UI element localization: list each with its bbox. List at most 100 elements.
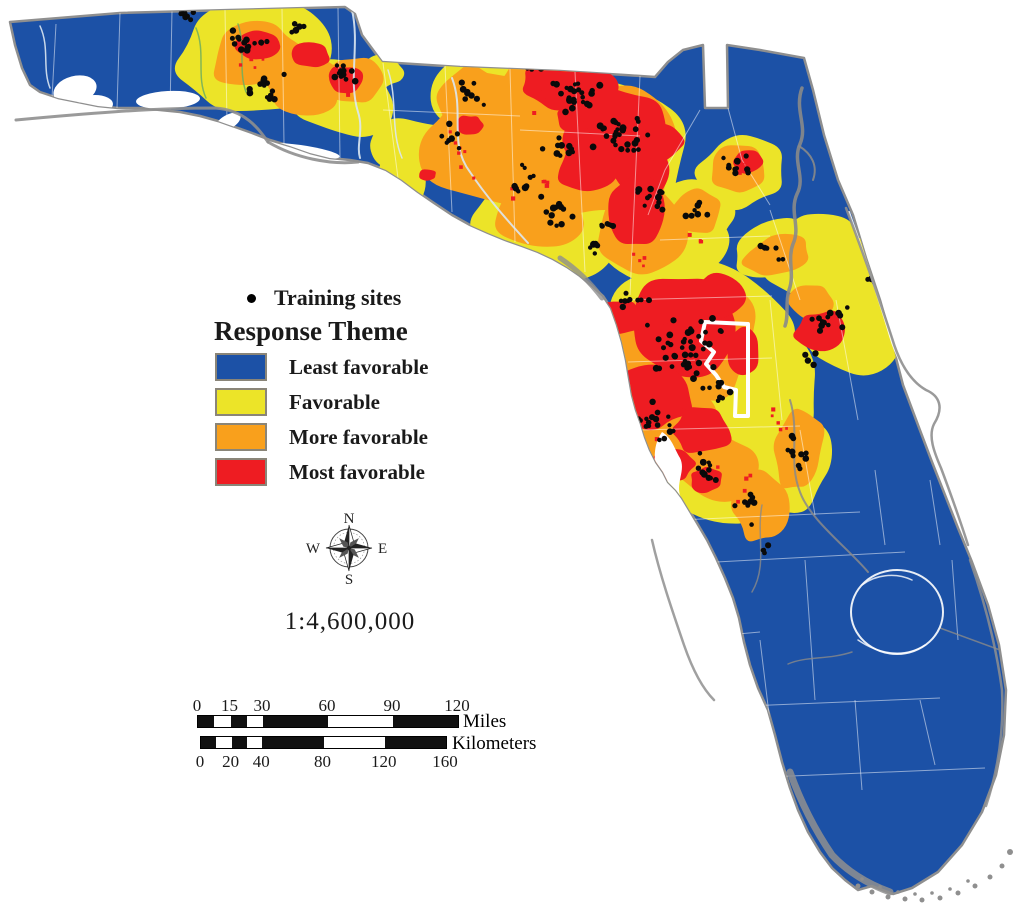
training-site-dot bbox=[348, 68, 355, 74]
scale-tick-label: 60 bbox=[318, 696, 336, 715]
most-favorable-patch bbox=[742, 488, 747, 493]
most-favorable-region bbox=[457, 115, 484, 135]
training-site-dot bbox=[820, 319, 827, 326]
more-favorable-region bbox=[730, 469, 790, 542]
training-site-dot bbox=[698, 318, 704, 325]
training-site-dot bbox=[433, 21, 440, 29]
lake-okeechobee-outline bbox=[850, 569, 944, 655]
training-site-dot bbox=[710, 364, 717, 371]
training-site-dot bbox=[521, 58, 529, 66]
training-site-dot bbox=[334, 63, 340, 68]
training-site-dot bbox=[458, 79, 465, 86]
most-favorable-patch bbox=[457, 151, 461, 155]
training-site-dot bbox=[558, 203, 564, 210]
legend-item-more-favorable: More favorable bbox=[215, 422, 428, 452]
training-site-dot bbox=[721, 155, 726, 161]
training-site-dot bbox=[558, 90, 564, 97]
river-line bbox=[789, 399, 869, 573]
training-site-dot bbox=[671, 428, 676, 434]
most-favorable-patch bbox=[596, 93, 600, 97]
coastal-barrier-line bbox=[968, 558, 1004, 808]
training-site-dot bbox=[654, 203, 661, 210]
training-site-dot bbox=[555, 142, 561, 149]
most-favorable-patch bbox=[251, 38, 255, 42]
training-site-dot bbox=[588, 245, 593, 250]
county-boundary-line bbox=[759, 639, 771, 723]
most-favorable-patch bbox=[261, 58, 265, 61]
training-site-dot bbox=[558, 221, 565, 228]
training-site-dot bbox=[635, 297, 641, 303]
county-boundary-line bbox=[769, 209, 801, 301]
training-site-dot bbox=[188, 17, 194, 23]
more-favorable-swatch bbox=[215, 423, 267, 451]
most-favorable-region bbox=[594, 301, 643, 335]
most-favorable-patch bbox=[638, 412, 643, 417]
most-favorable-patch bbox=[463, 150, 467, 154]
training-site-dot bbox=[688, 344, 696, 352]
compass-point bbox=[349, 543, 372, 548]
training-site-dot bbox=[804, 357, 812, 364]
most-favorable-patch bbox=[581, 126, 586, 131]
training-site-dot bbox=[746, 499, 752, 505]
training-site-dot bbox=[556, 135, 562, 141]
training-site-dot bbox=[636, 147, 641, 153]
training-site-dot bbox=[809, 316, 815, 322]
training-site-dot bbox=[538, 65, 545, 72]
training-site-dot bbox=[666, 414, 671, 419]
legend-item-favorable: Favorable bbox=[215, 387, 380, 417]
highlighted-area-outline bbox=[699, 320, 750, 418]
island-speckle bbox=[972, 883, 978, 889]
training-site-dot bbox=[715, 383, 722, 390]
training-site-dot bbox=[178, 11, 184, 17]
least-favorable-swatch bbox=[215, 353, 267, 381]
most-favorable-patch bbox=[681, 417, 685, 421]
county-boundary-line bbox=[116, 12, 121, 109]
training-site-dot-icon bbox=[247, 293, 256, 303]
training-site-dot bbox=[257, 81, 263, 87]
training-site-dot bbox=[699, 469, 706, 476]
training-site-dot bbox=[554, 223, 559, 228]
training-site-dot bbox=[569, 104, 576, 112]
training-site-dot bbox=[538, 193, 545, 200]
miles-unit-label: Miles bbox=[463, 711, 507, 732]
most-favorable-patch bbox=[679, 406, 683, 409]
training-site-dot bbox=[642, 203, 647, 208]
training-site-dot bbox=[788, 432, 796, 440]
compass-east-label: E bbox=[378, 541, 387, 557]
scale-tick-label: 160 bbox=[432, 752, 458, 771]
most-favorable-patch bbox=[632, 252, 636, 256]
scale-bar-segment bbox=[263, 716, 328, 727]
training-site-dot bbox=[627, 296, 633, 303]
training-site-dot bbox=[645, 195, 650, 201]
training-site-dot bbox=[655, 336, 662, 343]
most-favorable-patch bbox=[695, 357, 699, 362]
training-site-dot bbox=[762, 550, 767, 556]
training-site-dot bbox=[705, 340, 713, 348]
island-speckle bbox=[1007, 849, 1013, 855]
coastal-barrier-line bbox=[266, 140, 360, 165]
training-site-dot bbox=[271, 96, 278, 103]
most-favorable-patch bbox=[453, 141, 458, 145]
most-favorable-patch bbox=[689, 356, 693, 360]
training-site-dot bbox=[810, 361, 817, 368]
training-site-dot bbox=[682, 358, 688, 364]
scale-bar-segment bbox=[384, 737, 446, 748]
training-site-dot bbox=[231, 41, 238, 47]
training-site-dot bbox=[839, 324, 846, 331]
training-site-dot bbox=[269, 88, 276, 94]
training-site-dot bbox=[659, 206, 666, 213]
training-site-dot bbox=[589, 143, 597, 151]
training-site-dot bbox=[446, 120, 453, 128]
island-speckle bbox=[896, 890, 900, 894]
training-site-dot bbox=[646, 297, 652, 304]
most-favorable-swatch bbox=[215, 458, 267, 486]
county-boundary-line bbox=[382, 109, 521, 117]
river-line bbox=[387, 69, 403, 159]
island-speckle bbox=[855, 883, 861, 889]
training-site-dot bbox=[707, 385, 712, 391]
training-site-dot bbox=[812, 350, 819, 357]
training-site-dot bbox=[635, 119, 641, 124]
training-site-dot bbox=[473, 95, 480, 102]
most-favorable-patch bbox=[541, 94, 546, 99]
